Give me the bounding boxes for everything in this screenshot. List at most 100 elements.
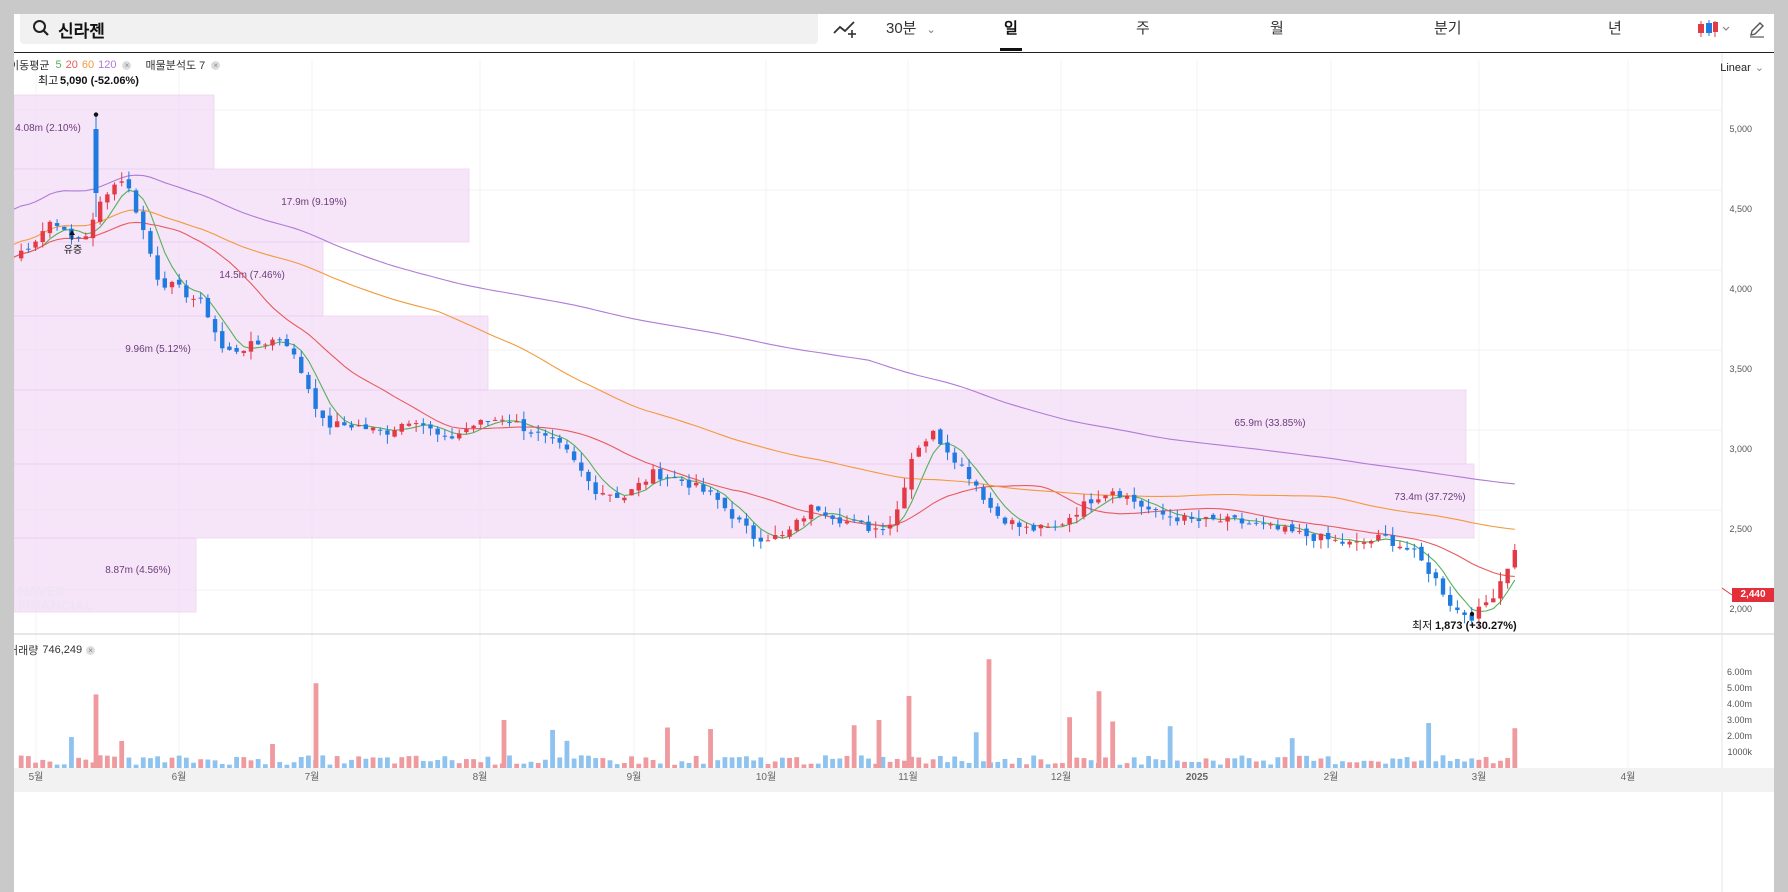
candle-body bbox=[1462, 612, 1467, 615]
tab-month[interactable]: 월 bbox=[1270, 20, 1284, 37]
candle-body bbox=[729, 509, 735, 519]
search-box[interactable]: 신라젠 bbox=[20, 14, 818, 44]
volume-bar bbox=[1304, 755, 1309, 768]
candle-body bbox=[363, 424, 369, 430]
candle-body bbox=[1412, 548, 1417, 550]
chevron-down-icon: ⌄ bbox=[926, 24, 936, 36]
volume-bar bbox=[1232, 758, 1238, 768]
candle-body bbox=[1397, 546, 1403, 549]
candle-body bbox=[284, 339, 290, 347]
volume-bar bbox=[1081, 758, 1087, 768]
pencil-icon[interactable] bbox=[1748, 18, 1766, 40]
volume-profile-bar bbox=[14, 463, 1475, 539]
volume-bar bbox=[93, 694, 99, 768]
candle-body bbox=[672, 477, 677, 479]
volume-bar bbox=[205, 759, 211, 768]
scale-selector[interactable]: Linear ⌄ bbox=[1720, 62, 1764, 74]
candle-body bbox=[205, 297, 211, 318]
volume-bar bbox=[1016, 757, 1022, 768]
volume-bar bbox=[1218, 764, 1223, 768]
volume-bar bbox=[542, 759, 548, 768]
candle-body bbox=[801, 518, 807, 522]
volume-bar bbox=[1002, 758, 1008, 768]
volume-bar bbox=[1340, 761, 1345, 768]
price-tick-label: 2,500 bbox=[1729, 524, 1752, 534]
tab-year[interactable]: 년 bbox=[1608, 20, 1622, 37]
line-draw-icon[interactable] bbox=[832, 18, 858, 40]
volume-bar bbox=[1146, 756, 1151, 768]
volume-bar bbox=[1354, 762, 1360, 768]
volume-bar bbox=[377, 757, 383, 768]
candle-body bbox=[701, 484, 706, 492]
volume-bar bbox=[557, 757, 563, 768]
tab-day[interactable]: 일 bbox=[1004, 20, 1018, 37]
volume-bar bbox=[485, 756, 491, 768]
candle-body bbox=[1103, 495, 1108, 499]
candle-body bbox=[1476, 606, 1482, 619]
close-volume-icon[interactable]: × bbox=[86, 645, 96, 655]
candle-body bbox=[715, 492, 720, 500]
volume-tick-label: 3.00m bbox=[1727, 715, 1752, 725]
volume-bar bbox=[1103, 757, 1108, 768]
volume-bar bbox=[33, 762, 38, 768]
volume-bar bbox=[1167, 726, 1173, 768]
tab-quarter[interactable]: 분기 bbox=[1434, 20, 1462, 37]
high-marker bbox=[93, 112, 99, 117]
candle-body bbox=[1361, 542, 1367, 544]
volume-bar bbox=[787, 757, 792, 768]
candle-body bbox=[97, 201, 103, 222]
close-profile-icon[interactable]: × bbox=[211, 60, 221, 70]
volume-bar bbox=[600, 758, 606, 768]
candle-body bbox=[859, 520, 864, 523]
ma20-label: 20 bbox=[65, 59, 78, 71]
volume-bar bbox=[564, 740, 570, 768]
volume-bar bbox=[1239, 755, 1245, 768]
volume-bar bbox=[794, 757, 800, 768]
candle-body bbox=[1318, 533, 1324, 541]
candle-body bbox=[507, 422, 512, 424]
candle-body bbox=[830, 515, 835, 519]
candle-body bbox=[909, 458, 914, 490]
volume-bar bbox=[370, 757, 376, 768]
time-tick-label: 12월 bbox=[1051, 771, 1071, 783]
candle-body bbox=[1218, 521, 1223, 523]
volume-bar bbox=[507, 755, 512, 768]
chart-canvas[interactable]: 4.08m (2.10%) 17.9m (9.19%) 14.5m (7.46%) 9… bbox=[14, 14, 1774, 892]
candle-body bbox=[880, 529, 886, 531]
candle-body bbox=[334, 421, 340, 428]
candle-body bbox=[1455, 607, 1460, 611]
volume-bar bbox=[270, 743, 275, 768]
candle-body bbox=[873, 528, 878, 530]
candle-body bbox=[385, 430, 390, 435]
candle-icon[interactable] bbox=[1696, 18, 1730, 40]
candle-body bbox=[615, 492, 620, 498]
candle-body bbox=[851, 519, 857, 521]
candle-body bbox=[485, 420, 491, 422]
close-ma-icon[interactable]: × bbox=[122, 60, 132, 70]
candle-body bbox=[119, 181, 124, 183]
volume-bar bbox=[1074, 757, 1080, 768]
event-arrow-icon bbox=[69, 230, 75, 235]
candle-body bbox=[471, 425, 476, 428]
candle-body bbox=[1491, 598, 1496, 603]
candle-body bbox=[923, 441, 929, 447]
candle-body bbox=[464, 429, 469, 433]
candle-body bbox=[1175, 517, 1180, 522]
volume-bar bbox=[69, 737, 74, 768]
watermark-line2: FINANCIAL bbox=[18, 597, 94, 613]
candle-body bbox=[313, 388, 318, 409]
tab-week[interactable]: 주 bbox=[1136, 20, 1150, 37]
volume-bar bbox=[1182, 761, 1187, 768]
candle-body bbox=[478, 419, 483, 425]
time-tick-label: 2월 bbox=[1324, 771, 1339, 783]
volume-bar bbox=[1318, 758, 1324, 768]
volume-bar bbox=[715, 760, 721, 768]
candle-body bbox=[744, 518, 749, 526]
volume-bar bbox=[621, 763, 627, 768]
tab-30min[interactable]: 30분 ⌄ bbox=[886, 20, 936, 37]
volume-bar bbox=[1454, 758, 1460, 768]
candle-body bbox=[54, 223, 60, 226]
volume-profile-toggle[interactable]: 매물분석도 7 bbox=[145, 60, 206, 72]
search-input[interactable]: 신라젠 bbox=[58, 22, 105, 41]
